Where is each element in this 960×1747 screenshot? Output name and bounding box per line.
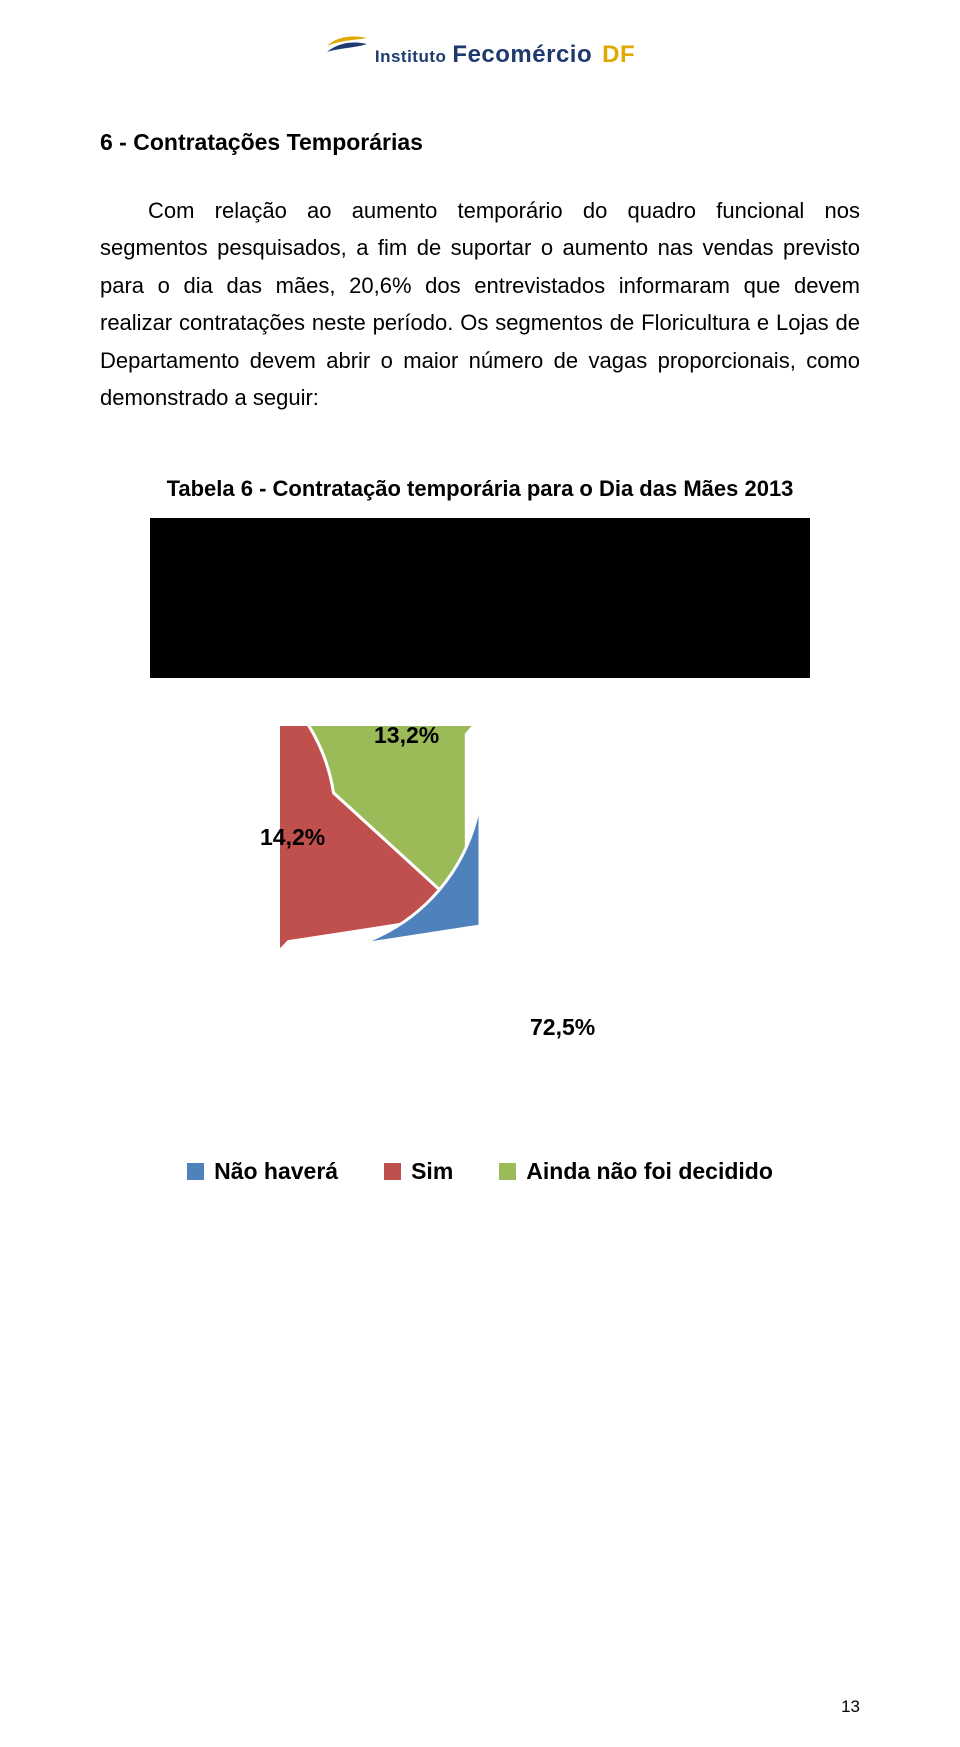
logo-text-df: DF bbox=[602, 41, 635, 69]
pie-svg bbox=[280, 726, 680, 1126]
legend-swatch-icon bbox=[187, 1163, 204, 1180]
legend-item-ainda-nao: Ainda não foi decidido bbox=[499, 1158, 773, 1185]
logo-group: Instituto Fecomércio DF bbox=[325, 32, 635, 69]
chart-legend: Não haverá Sim Ainda não foi decidido bbox=[150, 1158, 810, 1185]
redacted-table-block bbox=[150, 518, 810, 678]
slice-label-sim: 14,2% bbox=[260, 824, 325, 851]
legend-label: Não haverá bbox=[214, 1158, 338, 1185]
pie-chart-canvas: 13,2% 14,2% 72,5% bbox=[150, 718, 810, 1148]
slice-label-nao-havera: 72,5% bbox=[530, 1014, 595, 1041]
legend-item-sim: Sim bbox=[384, 1158, 453, 1185]
logo-text-institute: Instituto bbox=[375, 47, 447, 67]
pie-chart: 13,2% 14,2% 72,5% Não haverá Sim Ainda n… bbox=[150, 718, 810, 1185]
legend-label: Ainda não foi decidido bbox=[526, 1158, 773, 1185]
legend-item-nao-havera: Não haverá bbox=[187, 1158, 338, 1185]
section-heading: 6 - Contratações Temporárias bbox=[100, 129, 860, 156]
document-page: Instituto Fecomércio DF 6 - Contratações… bbox=[0, 0, 960, 1747]
page-number: 13 bbox=[841, 1697, 860, 1717]
body-paragraph: Com relação ao aumento temporário do qua… bbox=[100, 192, 860, 416]
legend-swatch-icon bbox=[499, 1163, 516, 1180]
legend-label: Sim bbox=[411, 1158, 453, 1185]
swoosh-icon bbox=[325, 32, 369, 67]
logo-text-brand: Fecomércio bbox=[452, 41, 592, 69]
legend-swatch-icon bbox=[384, 1163, 401, 1180]
slice-label-ainda-nao: 13,2% bbox=[374, 722, 439, 749]
table-caption: Tabela 6 - Contratação temporária para o… bbox=[100, 476, 860, 502]
header-logo: Instituto Fecomércio DF bbox=[100, 32, 860, 69]
